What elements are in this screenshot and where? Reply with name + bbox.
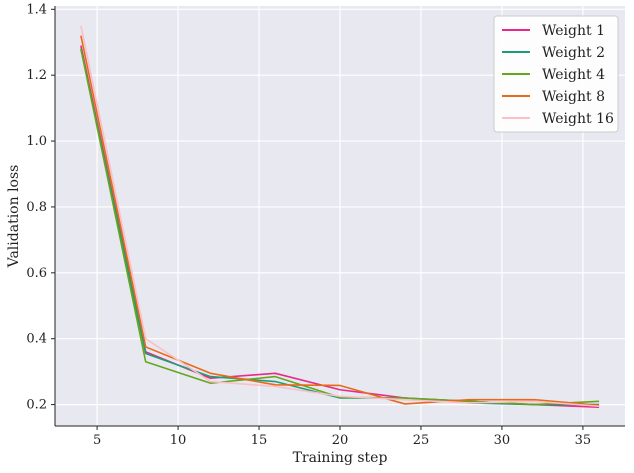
legend-label: Weight 4 <box>542 67 605 83</box>
series-line-weight-16 <box>80 25 600 408</box>
x-ticks: 5 10 15 20 25 30 35 <box>93 426 591 448</box>
y-ticks: 0.2 0.4 0.6 0.8 1.0 1.2 1.4 <box>26 2 55 413</box>
legend-box <box>493 15 619 133</box>
legend: Weight 1 Weight 2 Weight 4 Weight 8 Weight 1… <box>493 15 619 133</box>
grid-lines <box>55 6 625 426</box>
y-tick-label: 1.0 <box>26 134 47 149</box>
x-tick-label: 20 <box>332 433 349 448</box>
y-axis-label: Validation loss <box>6 165 22 269</box>
series-line-weight-4 <box>80 48 600 406</box>
series-lines <box>80 25 600 409</box>
legend-label: Weight 2 <box>542 45 605 61</box>
x-tick-label: 25 <box>413 433 430 448</box>
legend-label: Weight 8 <box>542 89 605 105</box>
series-line-weight-8 <box>80 35 600 407</box>
x-tick-label: 15 <box>251 433 268 448</box>
y-tick-label: 0.8 <box>26 200 47 215</box>
y-tick-label: 0.4 <box>26 332 47 347</box>
y-tick-label: 0.6 <box>26 266 47 281</box>
x-tick-label: 5 <box>93 433 101 448</box>
x-tick-label: 35 <box>575 433 592 448</box>
x-axis-label: Training step <box>293 450 388 466</box>
x-tick-label: 30 <box>494 433 511 448</box>
x-tick-label: 10 <box>170 433 187 448</box>
legend-label: Weight 1 <box>542 23 605 39</box>
y-tick-label: 1.2 <box>26 68 47 83</box>
y-tick-label: 1.4 <box>26 2 47 17</box>
legend-label: Weight 16 <box>542 111 614 127</box>
y-tick-label: 0.2 <box>26 398 47 413</box>
